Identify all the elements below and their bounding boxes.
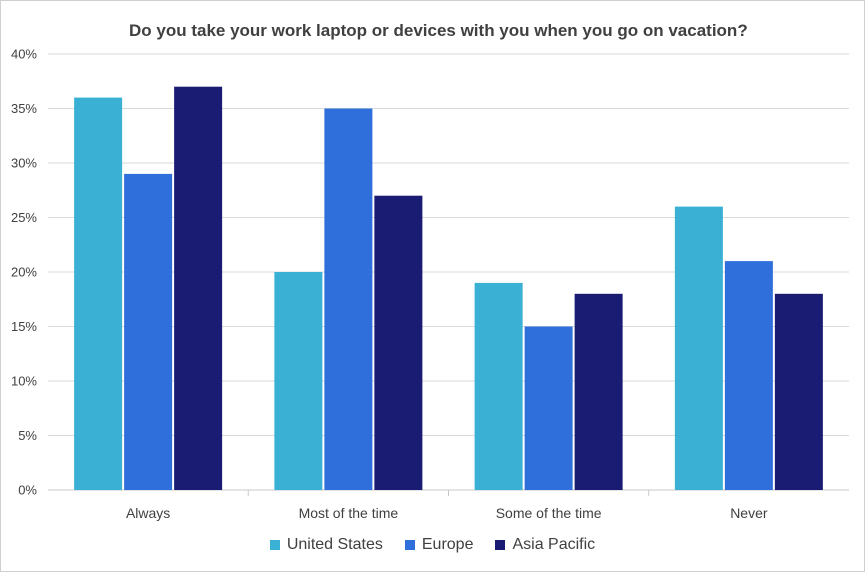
bar-united-states: [474, 282, 523, 490]
bar-asia-pacific: [774, 293, 823, 490]
legend-label-united-states: United States: [286, 536, 383, 553]
y-tick-label: 15%: [11, 319, 37, 334]
x-category-label: Some of the time: [496, 505, 602, 521]
bar-asia-pacific: [374, 195, 423, 490]
x-category-label: Most of the time: [299, 505, 399, 521]
y-tick-label: 10%: [11, 374, 37, 389]
chart-title: Do you take your work laptop or devices …: [129, 21, 748, 40]
x-category-label: Always: [126, 505, 170, 521]
bar-europe: [724, 261, 773, 490]
bar-united-states: [674, 206, 723, 490]
y-tick-label: 35%: [11, 101, 37, 116]
bar-united-states: [74, 97, 123, 490]
legend-swatch-asia-pacific: [495, 540, 506, 550]
bar-europe: [524, 326, 573, 490]
legend-label-europe: Europe: [421, 536, 474, 553]
y-tick-label: 30%: [11, 156, 37, 171]
bar-europe: [324, 108, 373, 490]
legend-swatch-united-states: [269, 540, 280, 550]
y-tick-label: 40%: [11, 47, 37, 62]
y-tick-label: 25%: [11, 210, 37, 225]
legend-swatch-europe: [404, 540, 415, 550]
bar-europe: [124, 173, 173, 490]
legend-item-europe: Europe: [404, 536, 474, 554]
chart-legend: United States Europe Asia Pacific: [0, 536, 865, 554]
bar-asia-pacific: [174, 86, 223, 490]
legend-item-united-states: United States: [269, 536, 383, 554]
y-tick-label: 5%: [18, 428, 37, 443]
y-tick-label: 0%: [18, 483, 37, 498]
legend-label-asia-pacific: Asia Pacific: [512, 536, 596, 553]
bar-united-states: [274, 272, 323, 490]
bar-asia-pacific: [574, 293, 623, 490]
legend-item-asia-pacific: Asia Pacific: [495, 536, 595, 554]
x-category-label: Never: [730, 505, 768, 521]
y-tick-label: 20%: [11, 265, 37, 280]
